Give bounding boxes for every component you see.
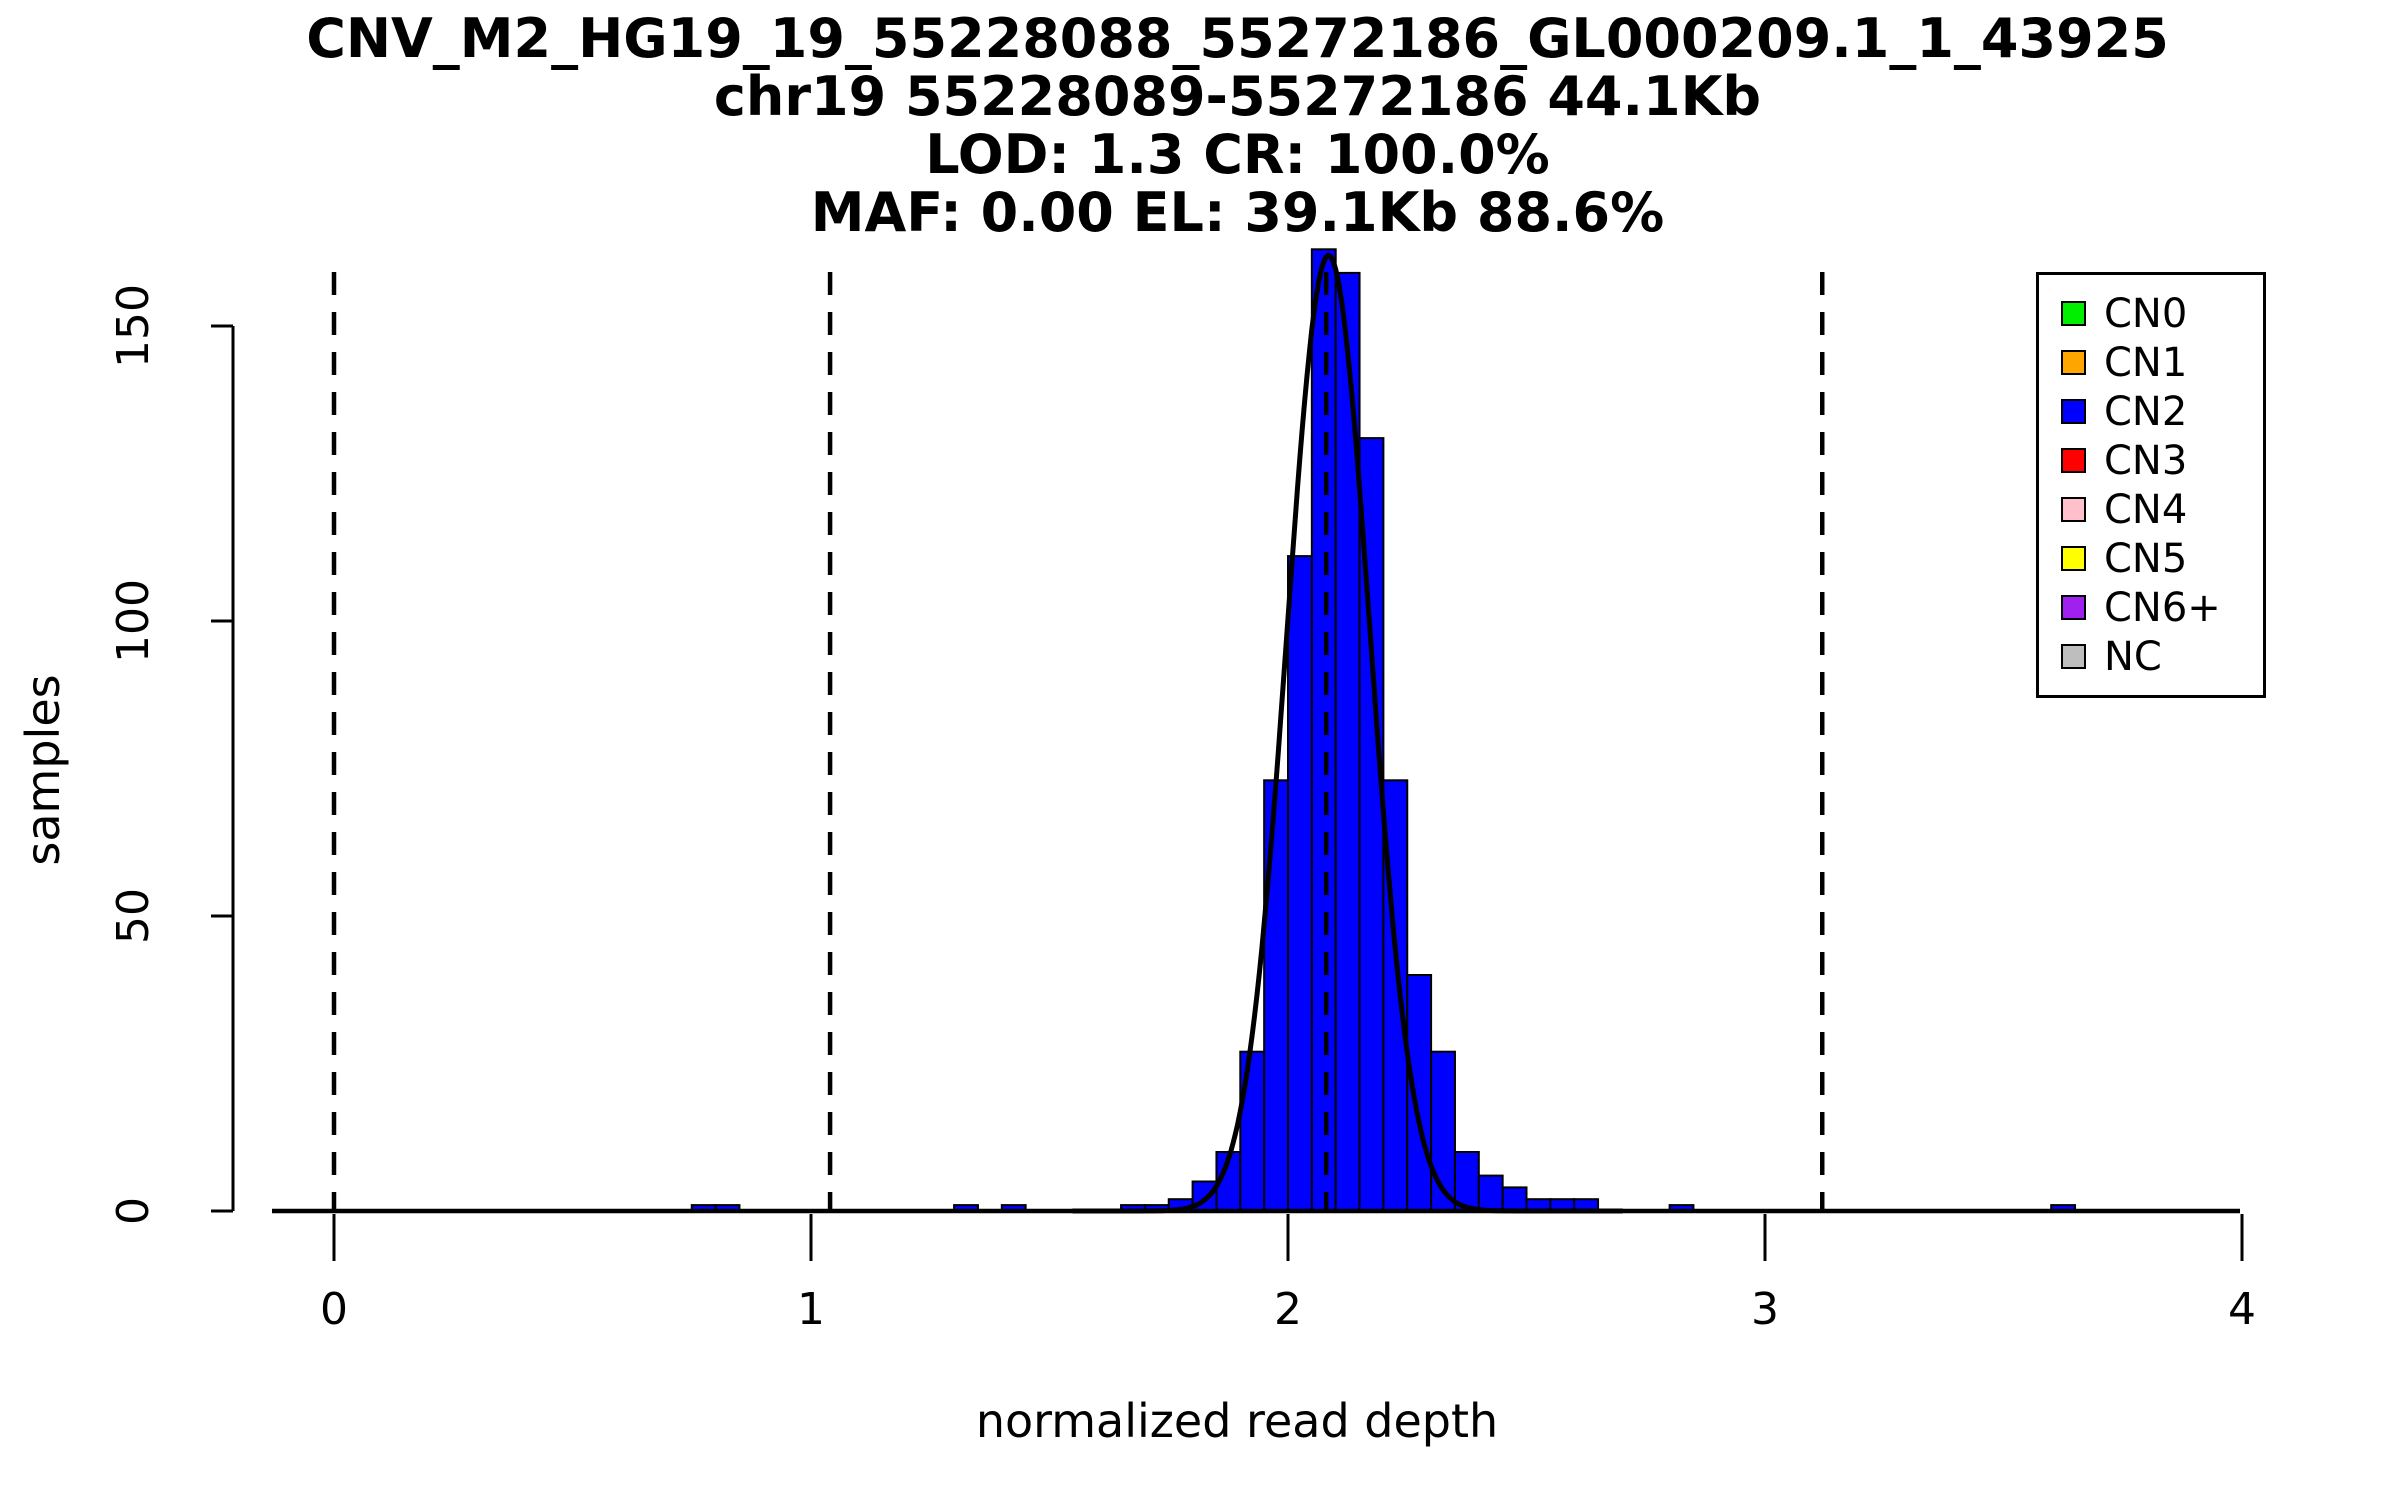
legend-swatch-CN5	[2061, 546, 2086, 571]
title-line-2: chr19 55228089-55272186 44.1Kb	[713, 65, 1762, 128]
legend-item-CN1: CN1	[2039, 338, 2263, 387]
legend-label: CN0	[2104, 290, 2188, 337]
legend-label: CN4	[2104, 486, 2188, 533]
histogram-bar	[1263, 779, 1290, 1212]
title-line-3: LOD: 1.3 CR: 100.0%	[925, 123, 1550, 186]
x-tick-label: 2	[1274, 1284, 1302, 1335]
legend-swatch-CN1	[2061, 350, 2086, 375]
y-axis-title: samples	[16, 674, 70, 866]
y-tick-label: 0	[108, 1197, 159, 1225]
gaussian-fit-curve	[1070, 252, 1625, 1214]
x-tick-label: 1	[797, 1284, 825, 1335]
histogram-bar	[1287, 555, 1313, 1212]
x-tick-label: 0	[320, 1284, 348, 1335]
legend-label: CN6+	[2104, 584, 2221, 631]
legend-label: CN2	[2104, 388, 2188, 435]
histogram-bar	[1239, 1050, 1266, 1212]
y-tick-label: 50	[108, 888, 159, 944]
legend-swatch-CN0	[2061, 301, 2086, 326]
legend-label: CN1	[2104, 339, 2188, 386]
histogram-bar	[1501, 1186, 1528, 1213]
title-line-4: MAF: 0.00 EL: 39.1Kb 88.6%	[810, 181, 1665, 244]
title-line-1: CNV_M2_HG19_19_55228088_55272186_GL00020…	[306, 7, 2169, 70]
histogram-bar	[1477, 1174, 1504, 1212]
legend-swatch-CN3	[2061, 448, 2086, 473]
legend-label: CN5	[2104, 535, 2188, 582]
legend: CN0 CN1 CN2 CN3 CN4 CN5 CN6+ NC	[2036, 272, 2266, 698]
legend-item-NC: NC	[2039, 632, 2263, 681]
x-tick-label: 4	[2228, 1284, 2256, 1335]
legend-item-CN6+: CN6+	[2039, 583, 2263, 632]
histogram-bar	[1406, 974, 1433, 1212]
legend-swatch-CN4	[2061, 497, 2086, 522]
histogram-bar	[1310, 248, 1337, 1213]
legend-item-CN5: CN5	[2039, 534, 2263, 583]
legend-swatch-CN6+	[2061, 595, 2086, 620]
legend-item-CN0: CN0	[2039, 289, 2263, 338]
legend-item-CN3: CN3	[2039, 436, 2263, 485]
legend-swatch-CN2	[2061, 399, 2086, 424]
y-tick-label: 100	[108, 579, 159, 663]
legend-label: NC	[2104, 633, 2162, 680]
chart-title-block: CNV_M2_HG19_19_55228088_55272186_GL00020…	[233, 10, 2242, 242]
x-tick-label: 3	[1751, 1284, 1779, 1335]
legend-label: CN3	[2104, 437, 2188, 484]
legend-swatch-NC	[2061, 644, 2086, 669]
y-tick-label: 150	[108, 284, 159, 368]
legend-item-CN4: CN4	[2039, 485, 2263, 534]
x-axis-title: normalized read depth	[975, 1394, 1499, 1448]
legend-item-CN2: CN2	[2039, 387, 2263, 436]
